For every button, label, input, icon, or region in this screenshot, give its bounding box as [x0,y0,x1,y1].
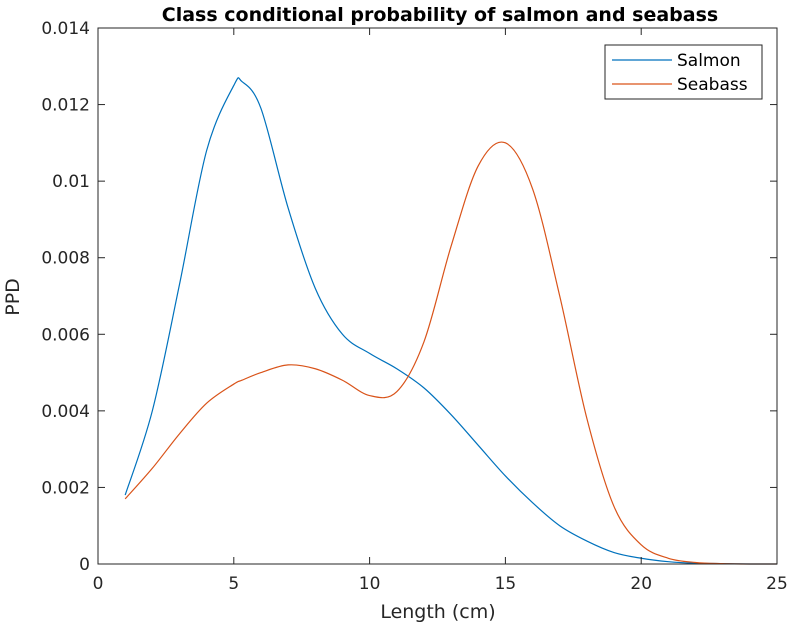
x-tick-label: 5 [228,574,239,594]
x-axis-title: Length (cm) [380,601,495,623]
plot-area [124,77,778,565]
series-line-salmon [124,77,778,565]
y-tick-label: 0.002 [41,478,90,498]
y-tick-label: 0.012 [41,96,90,116]
legend-label-seabass: Seabass [677,75,748,95]
x-tick-label: 25 [766,574,788,594]
legend-box [604,44,763,100]
y-tick-label: 0.006 [41,325,90,345]
x-tick-label: 10 [359,574,381,594]
axes-box [97,27,778,565]
y-tick-label: 0.01 [52,172,90,192]
x-tick-label: 15 [495,574,517,594]
legend: Salmon Seabass [604,44,763,100]
y-tick-label: 0 [79,555,90,575]
y-axis-title: PPD [2,278,24,316]
legend-label-salmon: Salmon [677,51,741,71]
chart-title: Class conditional probability of salmon … [162,4,718,26]
x-tick-label: 0 [93,574,104,594]
series-line-seabass [124,141,778,565]
x-tick-label: 20 [630,574,652,594]
y-tick-label: 0.014 [41,19,90,39]
y-tick-label: 0.008 [41,249,90,269]
y-tick-label: 0.004 [41,402,90,422]
axes: 0 5 10 15 20 25 0 0.002 0.004 0.006 0.008 0.01 0.012… [41,19,787,594]
